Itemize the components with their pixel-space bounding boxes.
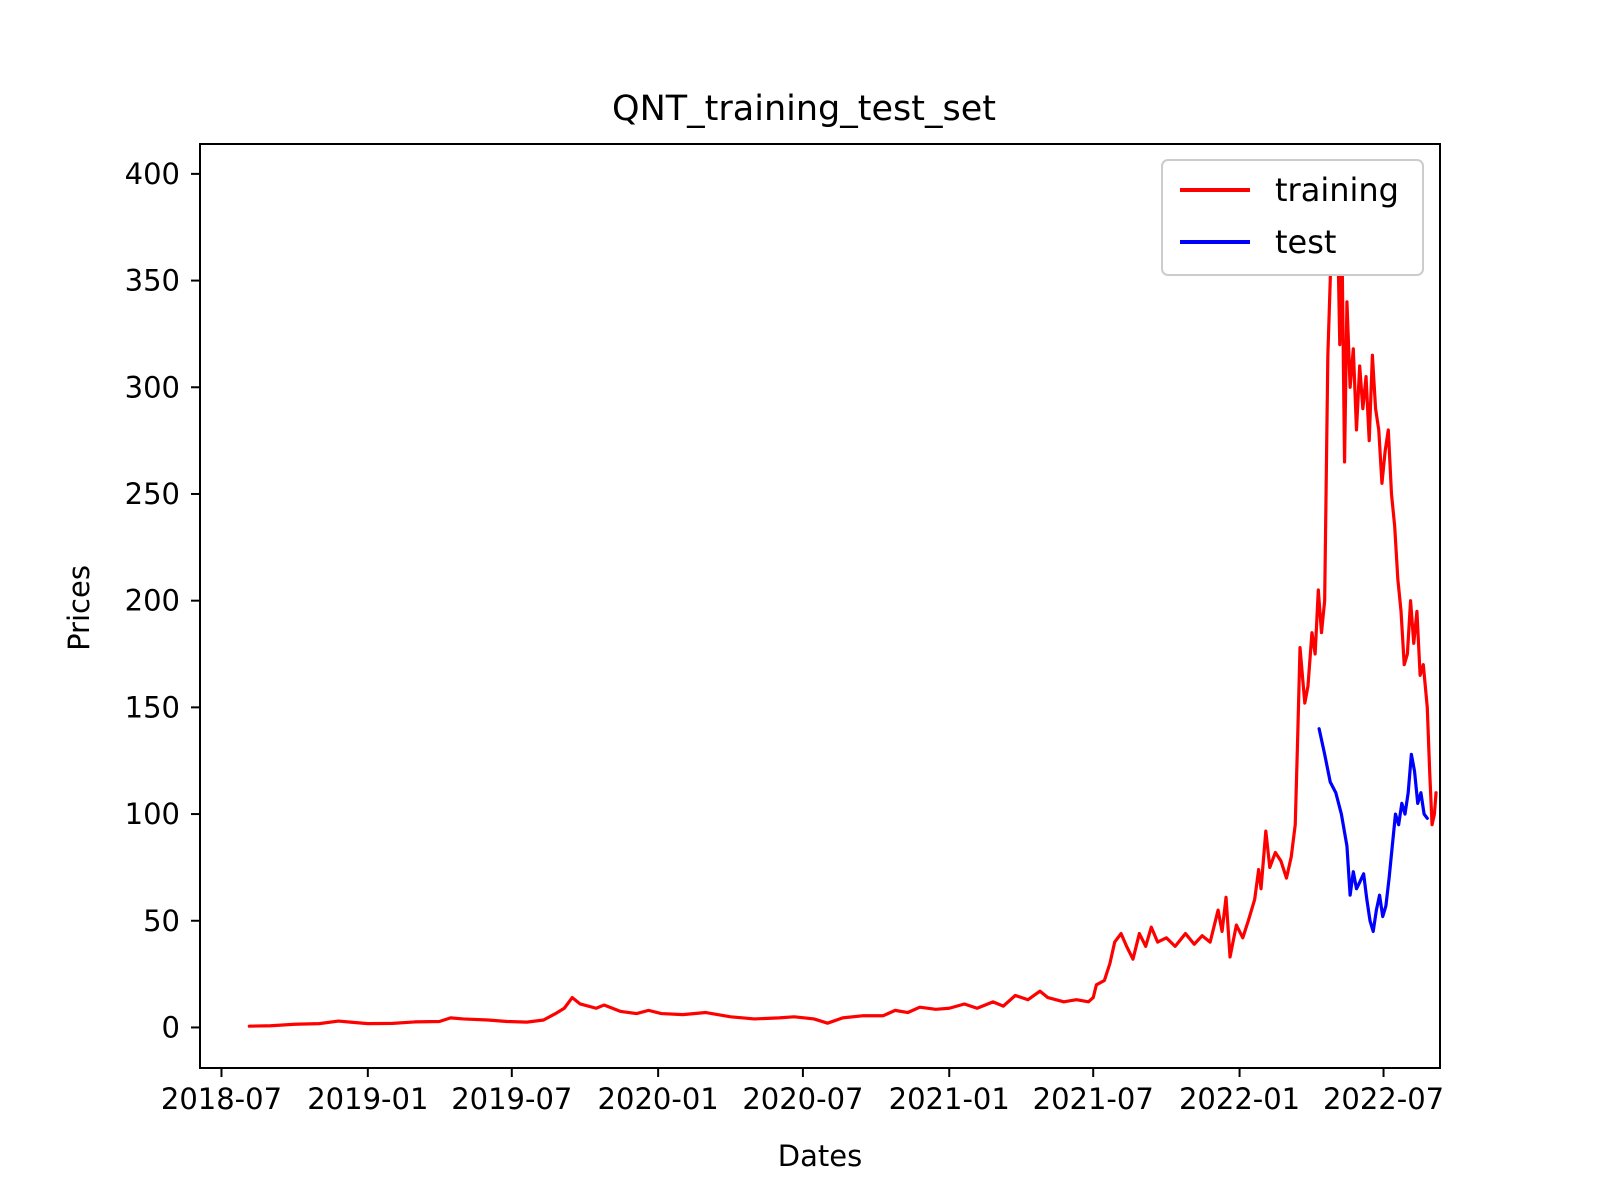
series-line-test bbox=[1317, 727, 1429, 934]
y-tick-label: 350 bbox=[125, 264, 180, 298]
series-line-training bbox=[247, 185, 1438, 1028]
x-tick-label: 2019-01 bbox=[307, 1082, 428, 1116]
x-tick-label: 2022-01 bbox=[1179, 1082, 1300, 1116]
x-tick-label: 2018-07 bbox=[161, 1082, 282, 1116]
x-tick-label: 2019-07 bbox=[451, 1082, 572, 1116]
y-tick-label: 250 bbox=[125, 477, 180, 511]
series-layer bbox=[247, 185, 1438, 1028]
y-tick-label: 200 bbox=[125, 584, 180, 618]
y-tick-label: 0 bbox=[162, 1010, 180, 1044]
y-tick-label: 400 bbox=[125, 157, 180, 191]
chart-title: QNT_training_test_set bbox=[612, 89, 996, 129]
legend: training test bbox=[1161, 159, 1424, 276]
x-tick-label: 2020-01 bbox=[598, 1082, 719, 1116]
y-tick-label: 300 bbox=[125, 370, 180, 404]
plot-area bbox=[200, 144, 1440, 1068]
x-tick-label: 2021-07 bbox=[1033, 1082, 1154, 1116]
y-axis: 0 50 100 150 200 250 300 350 400 bbox=[125, 157, 200, 1044]
x-tick-label: 2021-01 bbox=[889, 1082, 1010, 1116]
y-tick-label: 50 bbox=[143, 904, 180, 938]
legend-label-test: test bbox=[1275, 223, 1336, 261]
x-axis-label: Dates bbox=[778, 1139, 862, 1173]
y-tick-label: 100 bbox=[125, 797, 180, 831]
x-tick-label: 2022-07 bbox=[1323, 1082, 1444, 1116]
y-tick-label: 150 bbox=[125, 690, 180, 724]
x-axis: 2018-07 2019-01 2019-07 2020-01 2020-07 2021-… bbox=[161, 1068, 1444, 1116]
x-tick-label: 2020-07 bbox=[742, 1082, 863, 1116]
legend-label-training: training bbox=[1275, 171, 1399, 209]
plot-frame bbox=[199, 143, 1441, 1069]
y-axis-label: Prices bbox=[62, 565, 96, 651]
